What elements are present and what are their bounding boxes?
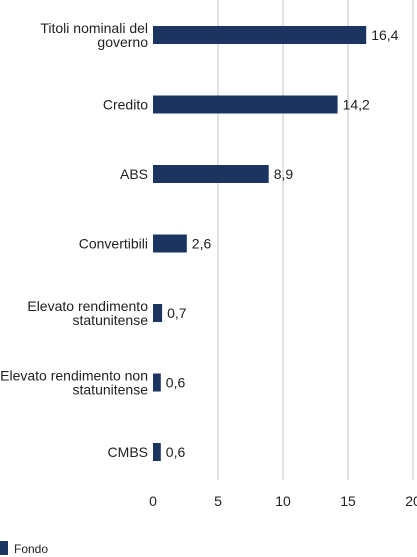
x-tick-label: 20 [405,493,417,509]
x-axis-ticks: 0 5 10 15 20 [149,493,417,509]
x-tick-label: 15 [340,493,356,509]
category-labels: Titoli nominali del governo Credito ABS Conv… [0,20,148,460]
gridlines [217,0,414,480]
legend-swatch [0,541,8,555]
category-label: Credito [103,97,148,113]
category-label: CMBS [108,444,148,460]
bar [153,443,161,461]
category-label: Convertibili [79,236,148,252]
bar [153,373,161,392]
legend: Fondo [0,541,48,556]
category-label: Elevato rendimento statunitense [27,298,148,328]
value-label: 16,4 [371,27,398,43]
value-label: 2,6 [192,236,212,252]
x-tick-label: 0 [149,493,157,509]
bars [153,26,367,461]
category-label: Elevato rendimento non statunitense [0,368,148,398]
value-label: 8,9 [274,166,294,182]
category-label: Titoli nominali del governo [40,20,148,50]
legend-label: Fondo [14,542,48,556]
category-label: ABS [120,166,148,182]
x-tick-label: 10 [275,493,291,509]
value-label: 0,6 [166,444,186,460]
bar [153,165,269,183]
value-labels: 16,4 14,2 8,9 2,6 0,7 0,6 0,6 [166,27,399,460]
x-tick-label: 5 [214,493,222,509]
bar [153,304,163,322]
bar [153,234,187,253]
bar [153,95,338,114]
value-label: 0,7 [167,305,187,321]
value-label: 14,2 [343,97,370,113]
value-label: 0,6 [166,375,186,391]
bar [153,26,367,44]
